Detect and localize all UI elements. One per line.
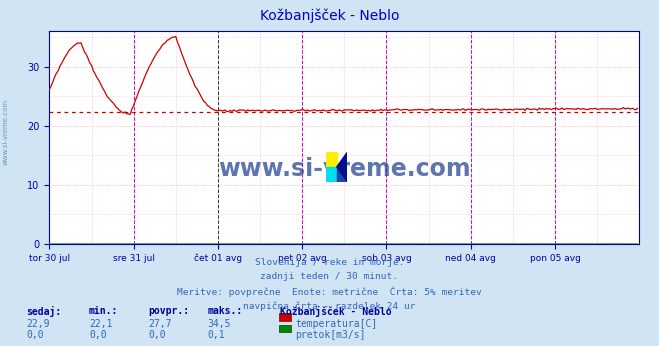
Bar xyxy=(279,325,291,332)
Polygon shape xyxy=(337,152,347,182)
Text: www.si-vreme.com: www.si-vreme.com xyxy=(218,157,471,181)
Text: povpr.:: povpr.: xyxy=(148,306,189,316)
Bar xyxy=(337,167,347,182)
Text: 34,5: 34,5 xyxy=(208,319,231,329)
Text: sedaj:: sedaj: xyxy=(26,306,61,317)
Text: 27,7: 27,7 xyxy=(148,319,172,329)
Bar xyxy=(279,313,291,321)
Text: zadnji teden / 30 minut.: zadnji teden / 30 minut. xyxy=(260,272,399,281)
Bar xyxy=(326,167,337,182)
Text: navpična črta - razdelek 24 ur: navpična črta - razdelek 24 ur xyxy=(243,301,416,311)
Bar xyxy=(326,152,337,167)
Text: Slovenija / reke in morje.: Slovenija / reke in morje. xyxy=(255,258,404,267)
Text: Meritve: povprečne  Enote: metrične  Črta: 5% meritev: Meritve: povprečne Enote: metrične Črta:… xyxy=(177,287,482,297)
Text: 0,0: 0,0 xyxy=(26,330,44,340)
Text: www.si-vreme.com: www.si-vreme.com xyxy=(2,98,9,165)
Text: maks.:: maks.: xyxy=(208,306,243,316)
Text: pretok[m3/s]: pretok[m3/s] xyxy=(295,330,366,340)
Text: temperatura[C]: temperatura[C] xyxy=(295,319,378,329)
Text: 22,9: 22,9 xyxy=(26,319,50,329)
Text: min.:: min.: xyxy=(89,306,119,316)
Text: 0,1: 0,1 xyxy=(208,330,225,340)
Text: 0,0: 0,0 xyxy=(89,330,107,340)
Text: Kožbanjšček - Neblo: Kožbanjšček - Neblo xyxy=(280,306,391,317)
Text: 0,0: 0,0 xyxy=(148,330,166,340)
Text: 22,1: 22,1 xyxy=(89,319,113,329)
Text: Kožbanjšček - Neblo: Kožbanjšček - Neblo xyxy=(260,9,399,23)
